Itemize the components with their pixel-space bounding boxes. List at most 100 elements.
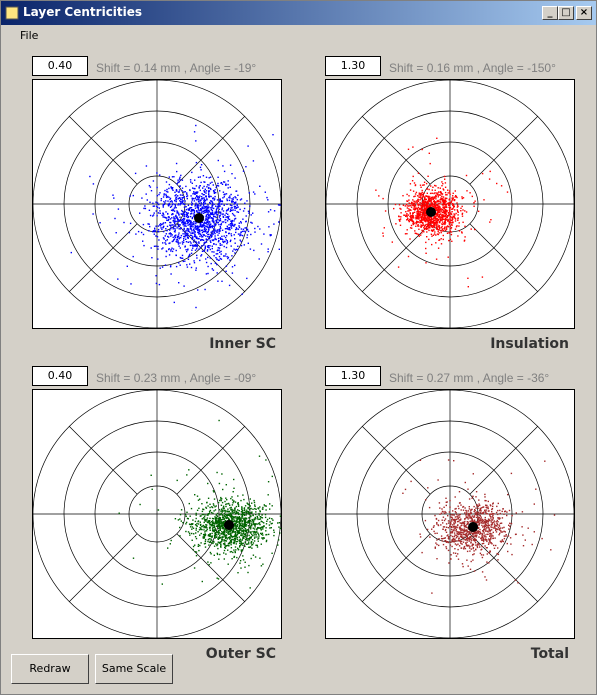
point xyxy=(183,225,185,227)
point xyxy=(420,197,422,199)
point xyxy=(241,234,244,237)
point xyxy=(220,496,222,499)
point xyxy=(430,218,432,221)
point xyxy=(160,198,163,200)
point xyxy=(253,532,255,534)
point xyxy=(429,536,431,538)
point xyxy=(445,526,448,528)
point xyxy=(271,522,273,525)
point xyxy=(262,534,264,536)
point xyxy=(189,244,192,247)
point xyxy=(181,241,184,243)
point xyxy=(189,213,192,215)
point xyxy=(441,203,443,206)
point xyxy=(185,234,188,237)
point xyxy=(224,544,226,546)
redraw-button[interactable]: Redraw xyxy=(11,654,89,684)
point xyxy=(454,522,457,524)
point xyxy=(171,201,173,203)
point xyxy=(222,210,225,212)
point xyxy=(165,217,167,219)
point xyxy=(219,199,221,201)
point xyxy=(418,194,420,196)
point xyxy=(453,519,455,522)
point xyxy=(457,515,459,517)
menu-item[interactable]: File xyxy=(20,29,39,42)
point xyxy=(181,201,184,203)
point xyxy=(207,482,209,485)
point xyxy=(212,231,214,233)
point xyxy=(224,535,226,537)
point xyxy=(230,224,232,226)
point xyxy=(211,201,213,203)
point xyxy=(485,521,488,524)
point xyxy=(445,206,447,208)
point xyxy=(216,525,219,527)
close-button[interactable]: × xyxy=(576,6,592,20)
point xyxy=(239,208,241,211)
point xyxy=(449,217,451,219)
point xyxy=(242,228,245,230)
point xyxy=(231,198,233,200)
point xyxy=(205,230,207,232)
point xyxy=(442,543,445,546)
point xyxy=(182,260,184,263)
point xyxy=(232,214,235,216)
point xyxy=(149,225,151,228)
point xyxy=(448,209,451,211)
point xyxy=(211,245,213,247)
point xyxy=(474,533,476,535)
point xyxy=(444,218,447,220)
point xyxy=(195,532,197,534)
point xyxy=(222,521,225,523)
point xyxy=(221,511,223,513)
point xyxy=(215,186,217,189)
point xyxy=(163,200,165,203)
point xyxy=(428,197,431,199)
point xyxy=(265,540,268,543)
point xyxy=(492,512,494,515)
point xyxy=(462,541,465,543)
point xyxy=(194,226,197,228)
point xyxy=(458,519,461,521)
point xyxy=(237,516,239,519)
point xyxy=(228,224,230,226)
point xyxy=(190,242,192,244)
point xyxy=(266,520,268,522)
point xyxy=(414,184,417,186)
point xyxy=(219,190,221,192)
point xyxy=(176,212,178,214)
point xyxy=(227,511,229,513)
point xyxy=(219,244,221,246)
point xyxy=(188,532,191,534)
point xyxy=(462,565,464,568)
point xyxy=(221,244,223,246)
point xyxy=(203,228,206,231)
point xyxy=(384,210,387,212)
point xyxy=(481,513,483,515)
point xyxy=(221,524,224,527)
maximize-button[interactable]: □ xyxy=(558,6,574,20)
minimize-button[interactable]: _ xyxy=(542,6,558,20)
point xyxy=(481,518,484,521)
point xyxy=(192,247,194,249)
point xyxy=(416,221,418,223)
point xyxy=(211,517,214,520)
point xyxy=(489,534,491,536)
point xyxy=(222,488,224,491)
point xyxy=(189,179,192,181)
point xyxy=(243,533,245,535)
point xyxy=(212,184,214,186)
point xyxy=(418,212,420,214)
point xyxy=(182,241,185,243)
point xyxy=(416,216,419,219)
point xyxy=(212,233,214,235)
point xyxy=(454,548,456,550)
point xyxy=(182,200,184,202)
point xyxy=(415,215,417,217)
point xyxy=(209,533,211,535)
same-scale-button[interactable]: Same Scale xyxy=(95,654,173,684)
point xyxy=(499,532,501,535)
point xyxy=(211,217,213,220)
point xyxy=(454,218,457,220)
